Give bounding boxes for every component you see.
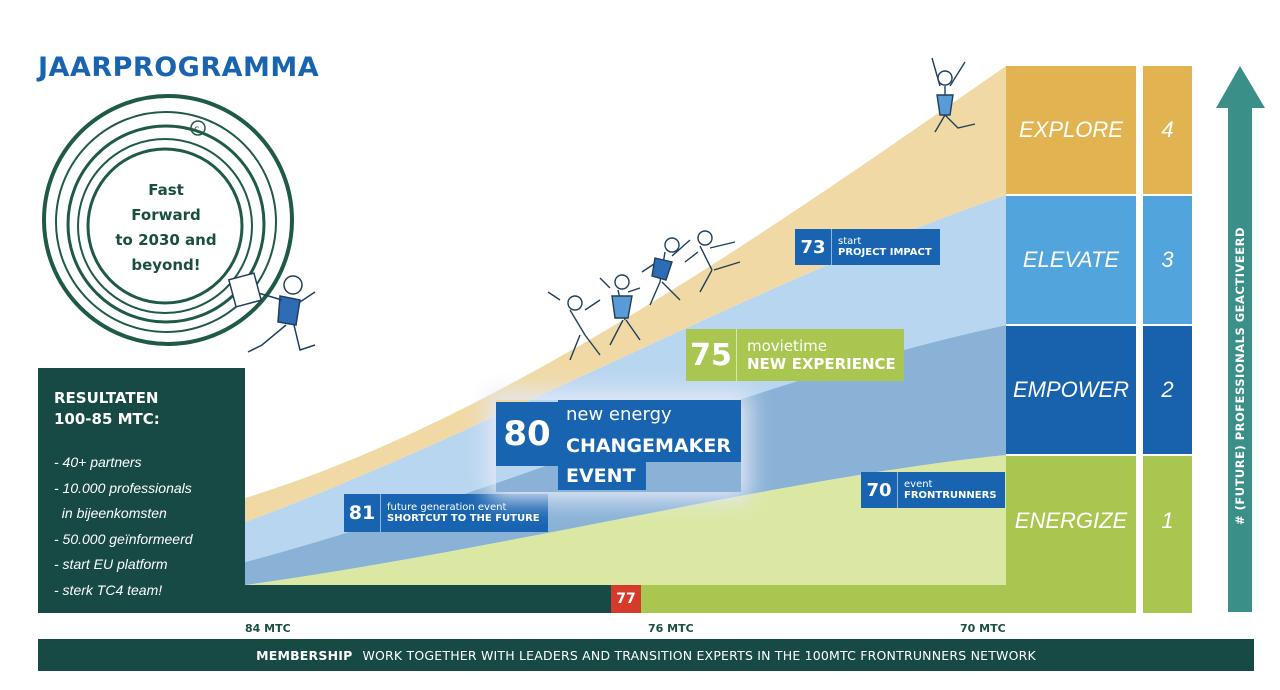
timeline-label: 84 MTC [245, 622, 291, 635]
timeline-bar-green [641, 585, 1136, 613]
spiral-icon: c [42, 94, 294, 346]
jumping-figures-icon [547, 230, 741, 361]
event-81: 81 future generation event SHORTCUT TO T… [344, 494, 548, 532]
membership-label: MEMBERSHIP [256, 647, 353, 663]
stage-number: 4 [1143, 66, 1192, 194]
results-heading-line: RESULTATEN [54, 389, 159, 407]
stage-elevate: ELEVATE [1006, 196, 1136, 324]
event-80: 80 new energy CHANGEMAKER EVENT [496, 400, 741, 492]
page-title: JAARPROGRAMMA [38, 52, 320, 83]
event-number: 73 [800, 236, 826, 258]
list-item: - 10.000 professionals [54, 479, 192, 496]
event-70: 70 event FRONTRUNNERS [861, 472, 1005, 508]
membership-bar: MEMBERSHIP WORK TOGETHER WITH LEADERS AN… [38, 639, 1254, 671]
results-heading: RESULTATEN 100-85 MTC: [54, 388, 234, 430]
wedge-energize [245, 455, 1006, 585]
event-subtitle: event [904, 479, 933, 490]
stage-number: 3 [1143, 196, 1192, 324]
up-arrow-icon [1216, 66, 1265, 612]
event-title: PROJECT IMPACT [838, 247, 932, 258]
stage-energize: ENERGIZE [1006, 456, 1136, 585]
intro-line: beyond! [131, 256, 201, 274]
event-text: new energy CHANGEMAKER EVENT [558, 400, 741, 492]
results-heading-line: 100-85 MTC: [54, 410, 160, 428]
event-subtitle: new energy [558, 400, 741, 428]
svg-text:c: c [194, 124, 200, 135]
running-figure-icon [227, 272, 316, 353]
event-text: future generation event SHORTCUT TO THE … [380, 494, 548, 532]
stage-explore: EXPLORE [1006, 66, 1136, 194]
membership-text: WORK TOGETHER WITH LEADERS AND TRANSITIO… [362, 647, 1036, 663]
list-item: - 40+ partners [54, 454, 142, 470]
wedge-elevate [245, 195, 1006, 562]
event-number: 70 [866, 479, 892, 501]
results-list: - 40+ partners - 10.000 professionals in… [54, 450, 193, 603]
intro-text: Fast Forward to 2030 and beyond! [100, 178, 232, 278]
event-75: 75 movietime NEW EXPERIENCE [686, 329, 904, 381]
celebrating-figure-icon [931, 57, 976, 133]
event-title: SHORTCUT TO THE FUTURE [387, 513, 540, 524]
vertical-axis-text: # (FUTURE) PROFESSIONALS GEACTIVEERD [1233, 226, 1247, 526]
timeline-label: 76 MTC [648, 622, 694, 635]
vertical-axis-label: # (FUTURE) PROFESSIONALS GEACTIVEERD [1228, 140, 1252, 612]
event-number: 81 [348, 502, 376, 524]
event-subtitle: future generation event [387, 502, 507, 513]
results-panel: RESULTATEN 100-85 MTC: - 40+ partners - … [38, 368, 245, 613]
event-title: FRONTRUNNERS [904, 490, 997, 501]
list-item: - 50.000 geïnformeerd [54, 530, 193, 547]
event-number: 80 [496, 402, 558, 466]
timeline-label: 70 MTC [960, 622, 1006, 635]
event-text: movietime NEW EXPERIENCE [736, 329, 904, 381]
intro-line: Forward [131, 206, 201, 224]
event-title: CHANGEMAKER [558, 428, 741, 462]
intro-line: Fast [148, 181, 184, 199]
event-subtitle: start [838, 236, 862, 247]
event-text: event FRONTRUNNERS [897, 472, 1005, 508]
timeline-bar-end [1143, 585, 1192, 613]
stage-number: 2 [1143, 326, 1192, 454]
stage-number: 1 [1143, 456, 1192, 585]
event-title: NEW EXPERIENCE [747, 355, 896, 373]
list-item: - sterk TC4 team! [54, 581, 163, 598]
event-number: 75 [690, 337, 732, 373]
event-text: start PROJECT IMPACT [831, 229, 940, 265]
intro-line: to 2030 and [115, 231, 217, 249]
milestone-badge: 77 [611, 585, 641, 613]
event-73: 73 start PROJECT IMPACT [795, 229, 940, 265]
timeline-bar-dark [245, 585, 611, 613]
list-item: in bijeenkomsten [54, 505, 167, 521]
stage-empower: EMPOWER [1006, 326, 1136, 454]
list-item: - start EU platform [54, 556, 168, 572]
event-subtitle: movietime [747, 337, 827, 355]
wedge-explore [245, 66, 1006, 522]
event-title: EVENT [558, 462, 646, 490]
